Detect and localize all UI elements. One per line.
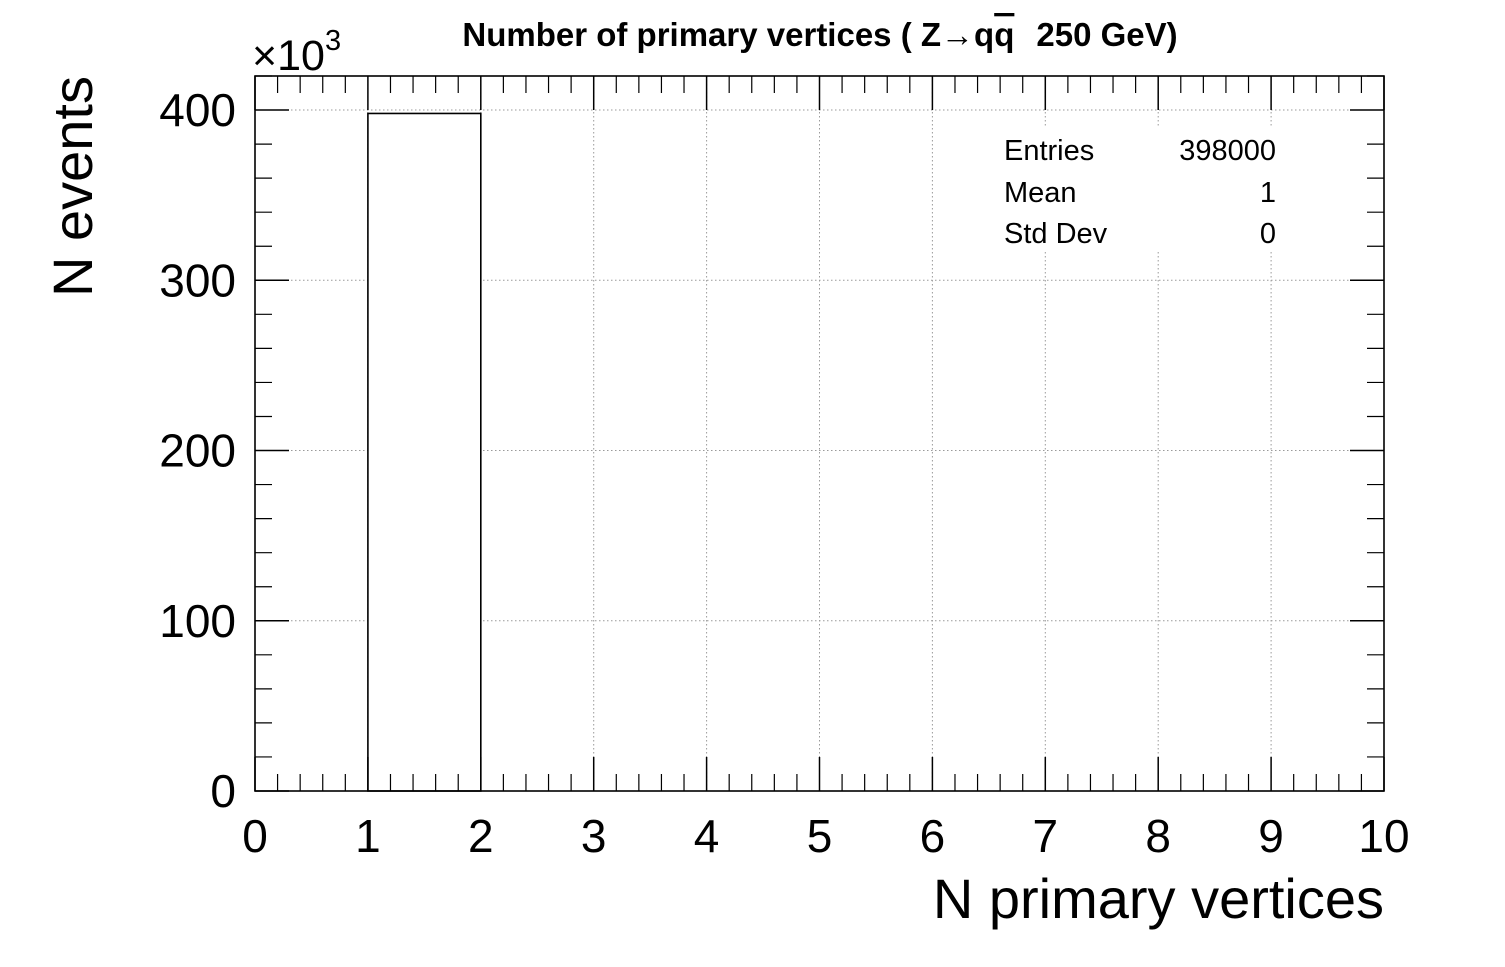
x-tick-label: 6 xyxy=(920,810,946,862)
stats-stddev-value: 0 xyxy=(1260,218,1276,250)
title-q: q xyxy=(974,16,994,53)
y-tick-label: 100 xyxy=(159,595,236,647)
x-tick-label: 0 xyxy=(242,810,268,862)
x-tick-label: 4 xyxy=(694,810,720,862)
stats-stddev-label: Std Dev xyxy=(1004,218,1108,250)
x-tick-label: 1 xyxy=(355,810,381,862)
title-prefix: Number of primary vertices ( Z xyxy=(462,16,941,53)
x-axis-label: N primary vertices xyxy=(933,867,1384,930)
x-tick-label: 7 xyxy=(1033,810,1059,862)
x-tick-label: 10 xyxy=(1358,810,1409,862)
y-tick-label: 400 xyxy=(159,84,236,136)
stats-box: Entries 398000 Mean 1 Std Dev 0 xyxy=(998,128,1284,250)
title-arrow: → xyxy=(941,16,974,53)
x-tick-label: 3 xyxy=(581,810,607,862)
tick-marks xyxy=(254,75,1385,792)
bars xyxy=(367,112,482,792)
y-tick-label: 300 xyxy=(159,254,236,306)
histogram-bar xyxy=(367,112,482,792)
stats-entries-label: Entries xyxy=(1004,135,1094,167)
stats-entries-value: 398000 xyxy=(1179,135,1276,167)
chart-title: Number of primary vertices ( Z→qq 250 GeV… xyxy=(462,16,1177,53)
y-exponent-power: 3 xyxy=(325,25,341,57)
x-tick-labels: 0 1 2 3 4 5 6 7 8 9 10 xyxy=(242,810,1409,862)
plot-frame xyxy=(254,75,1385,792)
x-tick-label: 2 xyxy=(468,810,494,862)
y-axis-label: N events xyxy=(41,76,104,297)
x-tick-label: 5 xyxy=(807,810,833,862)
title-qbar: q xyxy=(994,16,1014,53)
stats-mean-value: 1 xyxy=(1260,177,1276,209)
x-tick-label: 8 xyxy=(1145,810,1171,862)
y-exponent: ×103 xyxy=(252,25,341,80)
y-exponent-times: ×10 xyxy=(252,32,325,80)
title-suffix: 250 GeV) xyxy=(1036,16,1177,53)
stats-box-background xyxy=(998,128,1284,250)
y-tick-labels: 0 100 200 300 400 xyxy=(159,84,236,817)
y-tick-label: 0 xyxy=(210,765,236,817)
y-tick-label: 200 xyxy=(159,425,236,477)
x-tick-label: 9 xyxy=(1258,810,1284,862)
stats-mean-label: Mean xyxy=(1004,177,1077,209)
